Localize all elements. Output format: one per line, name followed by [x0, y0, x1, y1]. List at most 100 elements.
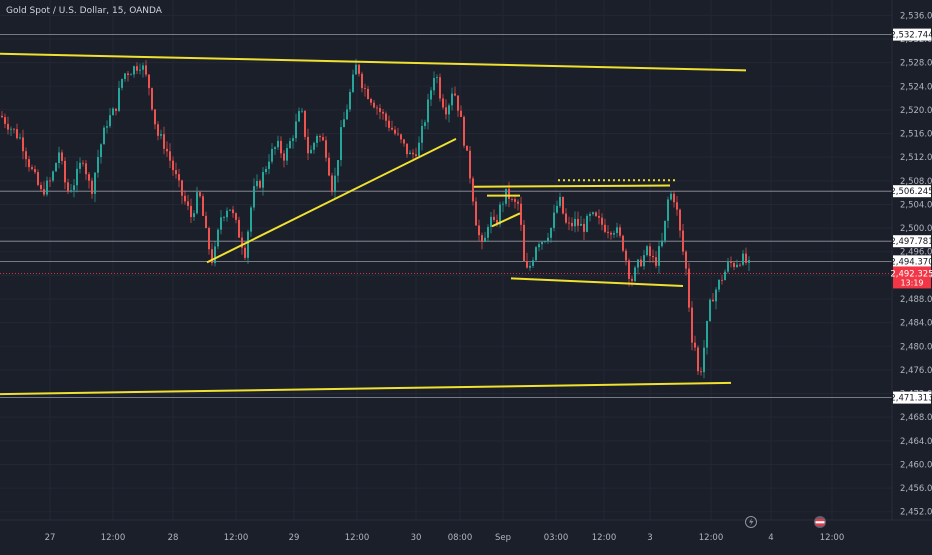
candle-body	[76, 168, 78, 186]
candle-body	[499, 204, 501, 225]
lightning-icon[interactable]	[745, 516, 757, 528]
candle-body	[532, 260, 534, 266]
candle-body	[733, 262, 735, 267]
candle-body	[301, 110, 303, 112]
candle-body	[136, 66, 138, 71]
candle-body	[343, 119, 345, 128]
candle-body	[280, 140, 282, 154]
candle-body	[622, 235, 624, 251]
candle-body	[16, 129, 18, 139]
candle-body	[64, 160, 66, 183]
candle-body	[88, 174, 90, 181]
candle-body	[175, 170, 177, 175]
candle-body	[592, 212, 594, 215]
candle-body	[703, 347, 705, 373]
candle-body	[52, 171, 54, 181]
level-label: 2,506.245	[890, 187, 932, 197]
trendline[interactable]	[206, 137, 457, 264]
candle-body	[730, 262, 732, 263]
candle-body	[742, 253, 744, 265]
trendline[interactable]	[0, 52, 747, 72]
candle-body	[433, 78, 435, 91]
trendline[interactable]	[0, 381, 732, 396]
candle-body	[391, 127, 393, 130]
candle-body	[220, 217, 222, 230]
candle-body	[112, 108, 114, 116]
candle-body	[586, 215, 588, 232]
candle-body	[694, 342, 696, 348]
candle-body	[724, 271, 726, 281]
candle-body	[208, 228, 210, 250]
level-label: 2,532.744	[890, 31, 932, 41]
time-tick-label: 30	[411, 533, 422, 543]
candle-body	[568, 222, 570, 224]
candle-body	[34, 169, 36, 173]
candle-body	[607, 231, 609, 233]
candle-body	[571, 222, 573, 227]
trendline-drawings[interactable]	[0, 52, 747, 396]
candle-body	[358, 64, 360, 74]
price-tick-label: 2,516.000	[900, 130, 932, 140]
candle-body	[100, 144, 102, 158]
candle-body	[430, 90, 432, 100]
candle-body	[442, 98, 444, 108]
candle-body	[712, 299, 714, 302]
candle-body	[271, 148, 273, 162]
candle-body	[133, 66, 135, 75]
level-label: 2,494.370	[890, 257, 932, 267]
candle-body	[472, 178, 474, 202]
candle-body	[196, 192, 198, 214]
candle-body	[676, 202, 678, 210]
candle-body	[154, 109, 156, 125]
candle-body	[259, 180, 261, 188]
candle-body	[319, 136, 321, 138]
candle-body	[619, 227, 621, 236]
candle-body	[214, 246, 216, 264]
candle-body	[544, 241, 546, 242]
candle-body	[172, 160, 174, 171]
candle-body	[376, 107, 378, 109]
price-labels: 2,532.744 2,506.245 2,497.781 2,494.370 2,47…	[890, 28, 932, 404]
candle-body	[274, 147, 276, 149]
candle-body	[160, 134, 162, 136]
candle-body	[697, 347, 699, 372]
candle-body	[124, 73, 126, 79]
price-tick-label: 2,460.000	[900, 460, 932, 470]
candle-body	[589, 214, 591, 216]
time-tick-label: 27	[45, 533, 56, 543]
candle-body	[445, 107, 447, 115]
candle-countdown: 13:19	[900, 278, 923, 287]
candle-body	[409, 152, 411, 155]
candle-body	[502, 203, 504, 205]
candle-body	[367, 88, 369, 99]
candle-body	[739, 264, 741, 266]
time-tick-label: 12:00	[101, 533, 126, 543]
candle-body	[10, 128, 12, 130]
flag-icon[interactable]	[814, 516, 826, 528]
candle-body	[748, 260, 750, 263]
candle-body	[640, 259, 642, 267]
candle-body	[493, 216, 495, 221]
trendline[interactable]	[473, 184, 671, 188]
candle-body	[187, 201, 189, 206]
candle-body	[316, 136, 318, 143]
candle-body	[400, 134, 402, 140]
candle-body	[667, 199, 669, 221]
trendline[interactable]	[510, 277, 684, 287]
trendline[interactable]	[491, 212, 521, 228]
candle-body	[484, 237, 486, 242]
candle-body	[268, 161, 270, 169]
candle-body	[673, 193, 675, 203]
candle-body	[529, 265, 531, 268]
candle-body	[145, 65, 147, 75]
price-tick-label: 2,524.000	[900, 82, 932, 92]
time-axis[interactable]: 27 12:00 28 12:00 29 12:00 30 08:00 Sep 03:00 12:0…	[45, 533, 845, 543]
price-tick-label: 2,476.000	[900, 366, 932, 376]
candle-body	[202, 196, 204, 216]
candle-body	[604, 224, 606, 232]
candle-body	[685, 251, 687, 269]
candle-body	[232, 209, 234, 214]
candle-body	[121, 78, 123, 88]
